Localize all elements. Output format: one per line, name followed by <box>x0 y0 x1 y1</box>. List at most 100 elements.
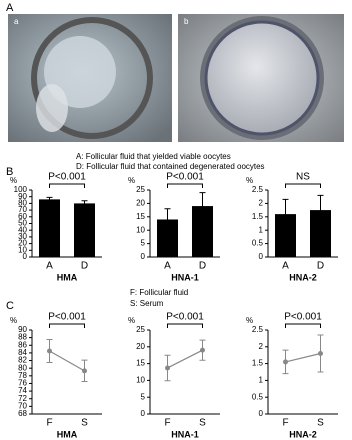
y-tick-label: 25 <box>136 325 145 334</box>
y-tick-label: 82 <box>18 356 27 365</box>
annotation: P<0.001 <box>48 172 86 183</box>
chart-title: HNA-2 <box>289 429 317 439</box>
y-label: % <box>10 316 17 325</box>
x-tick-label: F <box>282 418 288 429</box>
y-tick-label: 50 <box>18 219 27 228</box>
bracket <box>49 323 85 328</box>
panel-label: C <box>6 300 14 312</box>
x-tick-label: D <box>81 261 88 272</box>
y-tick-label: 84 <box>18 348 27 357</box>
x-tick-label: F <box>46 418 52 429</box>
x-tick-label: S <box>81 418 88 429</box>
x-tick-label: A <box>46 261 53 272</box>
y-tick-label: 5 <box>141 239 146 248</box>
point <box>82 368 87 374</box>
y-tick-label: 0 <box>23 252 28 261</box>
point <box>200 347 205 353</box>
annotation: P<0.001 <box>284 312 322 323</box>
y-tick-label: 20 <box>18 239 27 248</box>
y-tick-label: 20 <box>136 199 145 208</box>
y-tick-label: 40 <box>18 225 27 234</box>
annotation: NS <box>296 172 310 183</box>
chart-title: HMA <box>57 272 78 282</box>
x-tick-label: F <box>164 418 170 429</box>
y-tick-label: 70 <box>18 205 27 214</box>
y-tick-label: 68 <box>18 409 27 418</box>
y-tick-label: 90 <box>18 192 27 201</box>
note: F: Follicular fluid <box>130 288 188 297</box>
line <box>285 352 321 363</box>
image-b <box>178 14 344 142</box>
y-tick-label: 90 <box>18 325 27 334</box>
x-tick-label: S <box>199 418 206 429</box>
y-tick-label: 20 <box>136 342 145 351</box>
y-tick-label: 15 <box>136 212 145 221</box>
panel-label: B <box>6 166 13 178</box>
x-tick-label: A <box>282 261 289 272</box>
y-tick-label: 60 <box>18 212 27 221</box>
bracket <box>49 183 85 188</box>
y-tick-label: 0.5 <box>252 392 264 401</box>
y-tick-label: 78 <box>18 371 27 380</box>
y-tick-label: 1 <box>259 376 264 385</box>
x-tick-label: D <box>199 261 206 272</box>
chart-title: HNA-1 <box>171 429 199 439</box>
bracket <box>167 323 203 328</box>
note: D: Follicular fluid that contained degen… <box>76 162 265 171</box>
annotation: P<0.001 <box>48 312 86 323</box>
line <box>167 349 203 369</box>
bar <box>39 199 60 257</box>
y-tick-label: 0.5 <box>252 239 264 248</box>
y-tick-label: 88 <box>18 333 27 342</box>
bar <box>275 214 296 257</box>
y-tick-label: 30 <box>18 232 27 241</box>
y-label: % <box>128 176 135 185</box>
y-tick-label: 1.5 <box>252 212 264 221</box>
y-tick-label: 2 <box>259 342 264 351</box>
chart-title: HNA-2 <box>289 272 317 282</box>
bracket <box>285 323 321 328</box>
image-label: a <box>14 17 19 26</box>
y-tick-label: 80 <box>18 199 27 208</box>
y-tick-label: 74 <box>18 386 27 395</box>
y-tick-label: 72 <box>18 394 27 403</box>
image-label: b <box>184 17 189 26</box>
bracket <box>285 183 321 188</box>
bar <box>310 210 331 257</box>
note: S: Serum <box>130 299 164 308</box>
y-tick-label: 76 <box>18 379 27 388</box>
annotation: P<0.001 <box>166 312 204 323</box>
bar <box>74 203 95 257</box>
annotation: P<0.001 <box>166 172 204 183</box>
chart-title: HMA <box>57 429 78 439</box>
bar <box>157 219 178 257</box>
y-label: % <box>10 176 17 185</box>
point <box>318 351 323 357</box>
y-tick-label: 5 <box>141 392 146 401</box>
y-tick-label: 86 <box>18 340 27 349</box>
panel-label: A <box>6 2 14 14</box>
image-a <box>8 14 172 142</box>
y-tick-label: 70 <box>18 401 27 410</box>
point <box>165 365 170 371</box>
y-tick-label: 0 <box>141 252 146 261</box>
bar <box>192 206 213 257</box>
y-tick-label: 0 <box>259 409 264 418</box>
chart-title: HNA-1 <box>171 272 199 282</box>
y-tick-label: 100 <box>14 185 28 194</box>
y-tick-label: 0 <box>141 409 146 418</box>
y-label: % <box>128 316 135 325</box>
point <box>283 359 288 365</box>
y-tick-label: 2.5 <box>252 185 264 194</box>
y-label: % <box>246 316 253 325</box>
y-tick-label: 15 <box>136 359 145 368</box>
x-tick-label: A <box>164 261 171 272</box>
y-tick-label: 25 <box>136 185 145 194</box>
y-tick-label: 80 <box>18 363 27 372</box>
y-tick-label: 2.5 <box>252 325 264 334</box>
x-tick-label: D <box>317 261 324 272</box>
y-tick-label: 10 <box>136 376 145 385</box>
note: A: Follicular fluid that yielded viable … <box>76 152 231 161</box>
y-label: % <box>246 176 253 185</box>
